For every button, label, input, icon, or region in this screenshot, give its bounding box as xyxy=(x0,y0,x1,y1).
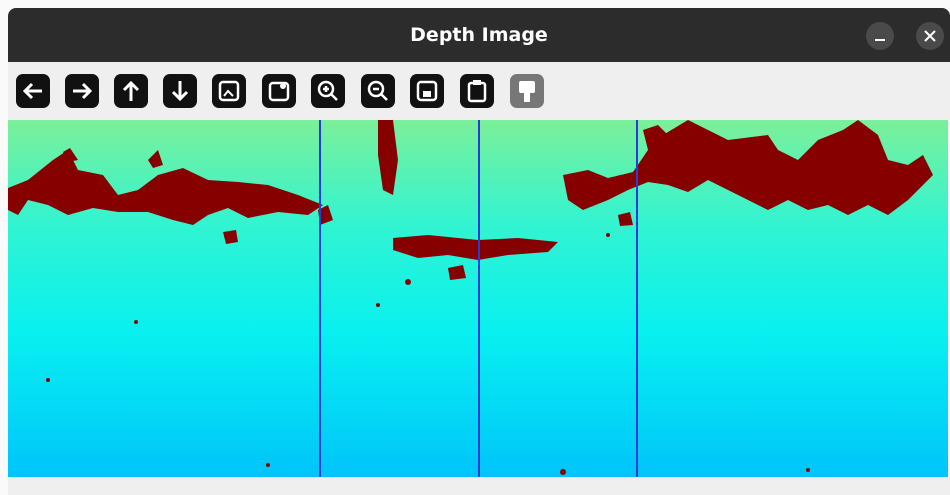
save-button[interactable] xyxy=(410,74,444,108)
forward-button[interactable] xyxy=(65,74,99,108)
clipboard-button[interactable] xyxy=(460,74,494,108)
status-bar xyxy=(8,477,950,495)
window-title: Depth Image xyxy=(8,8,950,62)
image-button[interactable] xyxy=(212,74,246,108)
zoom-in-button[interactable] xyxy=(311,74,345,108)
close-button[interactable] xyxy=(916,22,944,50)
up-button[interactable] xyxy=(114,74,148,108)
back-button[interactable] xyxy=(16,74,50,108)
window: Depth Image xyxy=(0,0,950,495)
close-icon xyxy=(916,22,944,50)
zoom-out-button[interactable] xyxy=(361,74,395,108)
down-button[interactable] xyxy=(163,74,197,108)
minimize-button[interactable] xyxy=(866,22,894,50)
minimize-icon xyxy=(866,22,894,50)
title-bar: Depth Image xyxy=(8,8,950,62)
toolbar xyxy=(8,62,950,120)
properties-button[interactable] xyxy=(510,74,544,108)
image-edit-button[interactable] xyxy=(262,74,296,108)
depth-image xyxy=(8,120,948,477)
